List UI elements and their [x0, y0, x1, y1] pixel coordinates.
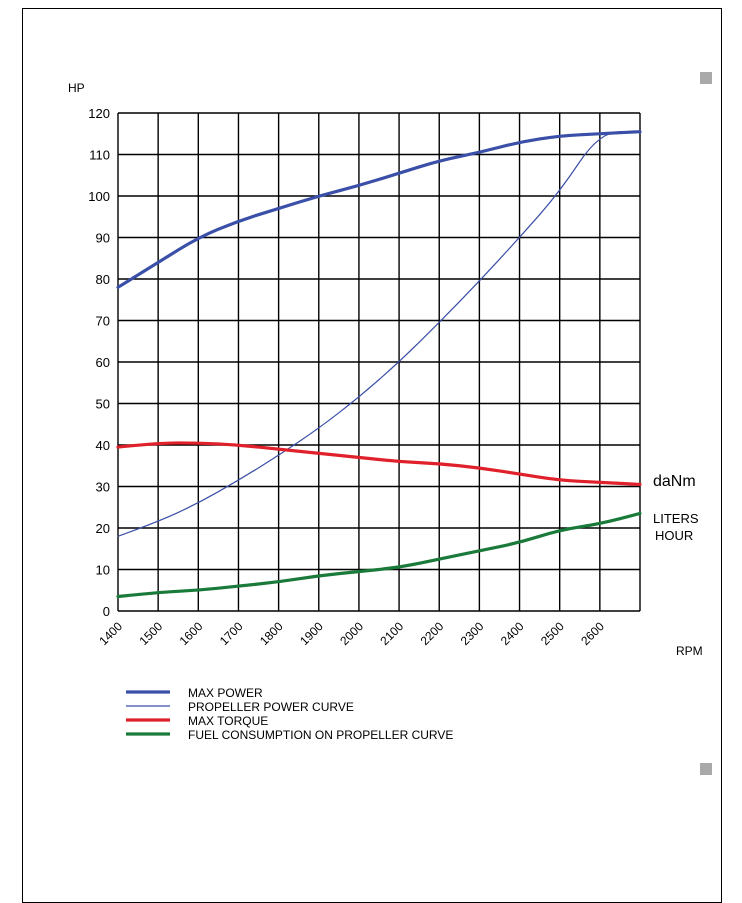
x-tick-label: 2100 — [377, 619, 406, 648]
x-tick-label: 2000 — [337, 619, 366, 648]
x-tick-label: 1700 — [217, 619, 246, 648]
x-tick-labels: 1400 1500 1600 1700 1800 1900 2000 2100 2200 2300… — [96, 619, 607, 648]
x-tick-label: 1800 — [257, 619, 286, 648]
legend-label: MAX POWER — [188, 686, 263, 700]
x-tick-label: 1900 — [297, 619, 326, 648]
y-tick-label: 100 — [88, 189, 110, 204]
y-axis-title: HP — [68, 81, 85, 95]
y-tick-label: 80 — [96, 272, 110, 287]
series-line-max-torque — [116, 441, 642, 487]
y-tick-label: 90 — [96, 231, 110, 246]
torque-unit-label: daNm — [653, 473, 696, 490]
decorative-square-bottom — [700, 763, 712, 775]
y-tick-label: 10 — [96, 563, 110, 578]
y-tick-label: 50 — [96, 397, 110, 412]
series-line-max-power — [116, 130, 642, 289]
x-tick-label: 2500 — [538, 619, 567, 648]
x-tick-label: 1600 — [177, 619, 206, 648]
x-tick-label: 1400 — [96, 619, 125, 648]
y-tick-label: 0 — [103, 604, 110, 619]
fuel-unit-label-line2: HOUR — [655, 528, 693, 543]
chart-grid — [117, 112, 641, 612]
y-tick-label: 70 — [96, 314, 110, 329]
legend-label: PROPELLER POWER CURVE — [188, 700, 354, 714]
x-tick-label: 1500 — [136, 619, 165, 648]
y-tick-label: 30 — [96, 480, 110, 495]
y-tick-label: 60 — [96, 355, 110, 370]
series-lines — [116, 130, 642, 599]
x-tick-label: 2400 — [498, 619, 527, 648]
y-tick-label: 40 — [96, 438, 110, 453]
chart-frame — [22, 8, 722, 903]
x-tick-label: 2300 — [458, 619, 487, 648]
x-tick-label: 2600 — [578, 619, 607, 648]
x-axis-title: RPM — [676, 644, 703, 658]
y-tick-label: 110 — [89, 148, 110, 163]
x-tick-label: 2200 — [418, 619, 447, 648]
y-tick-labels: 0 10 20 30 40 50 60 70 80 90 100 110 120 — [88, 106, 110, 619]
decorative-square-top — [700, 72, 712, 84]
y-tick-label: 20 — [96, 521, 110, 536]
series-line-fuel-consumption-on-propeller-curve — [116, 511, 642, 599]
legend-label: MAX TORQUE — [188, 714, 268, 728]
legend-label: FUEL CONSUMPTION ON PROPELLER CURVE — [188, 728, 453, 742]
fuel-unit-label-line1: LITERS — [653, 511, 699, 526]
series-line-propeller-power-curve — [117, 131, 641, 537]
y-tick-label: 120 — [88, 106, 110, 121]
